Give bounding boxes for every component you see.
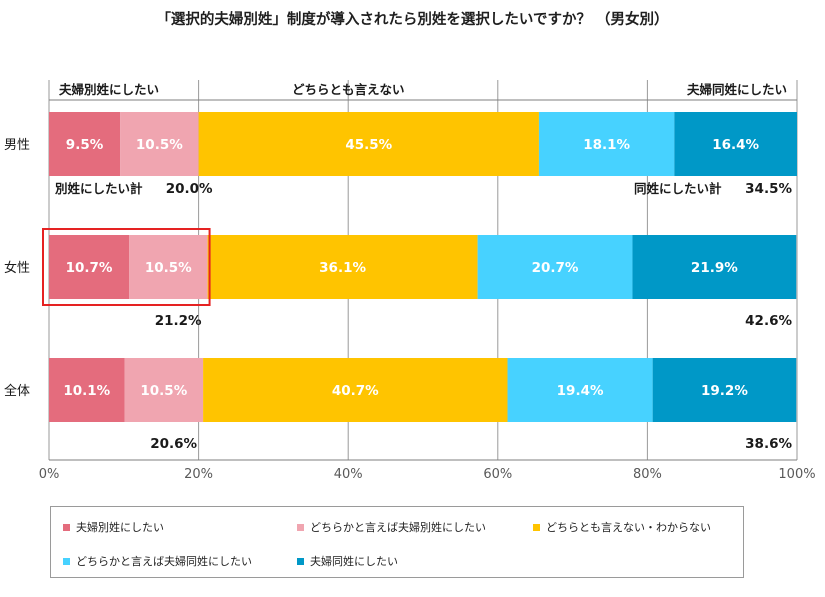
- bar-segment: [507, 358, 653, 422]
- data-label: 45.5%: [345, 137, 392, 153]
- bar-segment: [652, 358, 797, 422]
- header-label-neutral: どちらとも言えない: [292, 82, 405, 97]
- chart-legend: 夫婦別姓にしたい どちらかと言えば夫婦別姓にしたい どちらとも言えない・わからないど…: [50, 506, 744, 578]
- legend-label: どちらかと言えば夫婦同姓にしたい: [76, 555, 252, 568]
- data-label: 10.5%: [140, 383, 187, 399]
- chart-title: 「選択的夫婦別姓」制度が導入されたら別姓を選択したいですか？ （男女別）: [156, 12, 669, 28]
- data-label: 18.1%: [583, 137, 630, 153]
- legend-item: 夫婦別姓にしたい: [63, 519, 164, 535]
- bar-segment: [49, 358, 125, 422]
- bar-segment: [203, 358, 508, 422]
- data-label: 21.9%: [691, 260, 738, 276]
- header-label-separate: 夫婦別姓にしたい: [59, 82, 159, 97]
- bar-segment: [129, 235, 208, 299]
- data-label: 40.7%: [332, 383, 379, 399]
- separate-total-caption: 別姓にしたい計: [54, 181, 143, 196]
- bar-segment: [632, 235, 797, 299]
- legend-item: どちらかと言えば夫婦同姓にしたい: [63, 553, 252, 569]
- separate-total-value: 20.0%: [166, 181, 213, 197]
- header-label-same: 夫婦同姓にしたい: [687, 82, 787, 97]
- data-label: 19.4%: [557, 383, 604, 399]
- data-label: 10.7%: [66, 260, 113, 276]
- bar-segment: [49, 235, 130, 299]
- bar-segment: [198, 112, 539, 176]
- x-tick-label: 60%: [483, 467, 512, 482]
- highlight-box: [42, 228, 211, 306]
- data-label: 19.2%: [701, 383, 748, 399]
- bar-segment: [124, 358, 204, 422]
- legend-label: どちらかと言えば夫婦別姓にしたい: [310, 521, 486, 534]
- legend-swatch: [63, 557, 70, 565]
- category-label: 全体: [4, 383, 30, 399]
- legend-swatch: [533, 523, 540, 531]
- x-tick-label: 100%: [778, 467, 815, 482]
- data-label: 10.5%: [145, 260, 192, 276]
- legend-label: どちらとも言えない・わからない: [546, 521, 711, 534]
- same-total-value: 38.6%: [745, 436, 792, 452]
- category-label: 女性: [4, 260, 30, 276]
- data-label: 16.4%: [712, 137, 759, 153]
- bar-segment: [49, 112, 121, 176]
- same-total-caption: 同姓にしたい計: [634, 181, 722, 196]
- x-tick-label: 40%: [334, 467, 363, 482]
- bar-segment: [120, 112, 199, 176]
- legend-item: どちらとも言えない・わからない: [533, 519, 711, 535]
- data-label: 10.5%: [136, 137, 183, 153]
- separate-total-value: 21.2%: [155, 313, 202, 329]
- same-total-value: 42.6%: [745, 313, 792, 329]
- data-label: 36.1%: [319, 260, 366, 276]
- legend-swatch: [297, 557, 304, 565]
- legend-label: 夫婦別姓にしたい: [76, 521, 164, 534]
- bar-segment: [538, 112, 675, 176]
- legend-item: 夫婦同姓にしたい: [297, 553, 398, 569]
- bar-segment: [674, 112, 797, 176]
- separate-total-value: 20.6%: [150, 436, 197, 452]
- same-total-value: 34.5%: [745, 181, 792, 197]
- data-label: 20.7%: [532, 260, 579, 276]
- x-tick-label: 20%: [184, 467, 213, 482]
- data-label: 10.1%: [63, 383, 110, 399]
- legend-label: 夫婦同姓にしたい: [310, 555, 398, 568]
- bar-segment: [477, 235, 633, 299]
- legend-swatch: [297, 523, 304, 531]
- category-label: 男性: [4, 138, 30, 153]
- legend-swatch: [63, 523, 70, 531]
- bar-segment: [207, 235, 478, 299]
- x-tick-label: 80%: [633, 467, 662, 482]
- x-tick-label: 0%: [39, 467, 60, 482]
- legend-item: どちらかと言えば夫婦別姓にしたい: [297, 519, 486, 535]
- data-label: 9.5%: [66, 137, 104, 153]
